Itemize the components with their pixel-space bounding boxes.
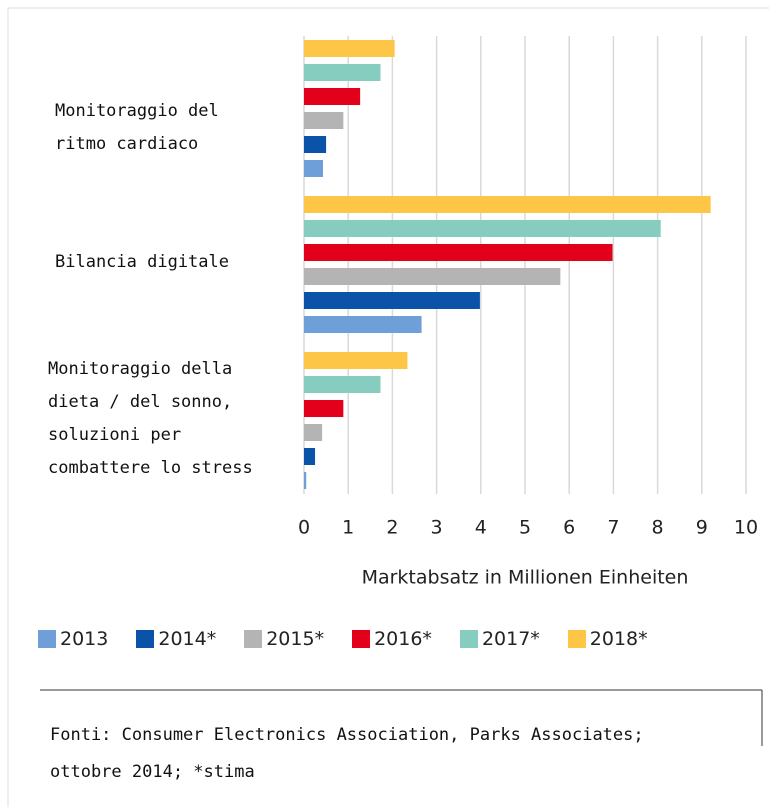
legend-item: 2015* [244,628,324,650]
legend-label: 2015* [266,628,325,650]
legend-swatch [352,630,371,648]
bar [304,88,361,105]
bar [304,376,381,393]
bar [304,316,422,333]
bar [304,424,323,441]
bar [304,64,381,81]
bar [304,136,327,153]
category-label: Monitoraggio del ritmo cardiaco [55,101,219,154]
legend-label: 2017* [481,628,540,650]
legend-swatch [567,630,586,648]
legend-swatch [459,630,478,648]
x-tick-label: 2 [386,517,398,539]
legend-label: 2018* [589,628,648,650]
bar [304,472,307,489]
legend: 2013 2014* 2015* 2016* 2017* 2018* [38,628,648,650]
legend-label: 2013 [60,628,109,650]
legend-label: 2014* [158,628,217,650]
bar [304,292,480,309]
grid [303,36,747,494]
bar [304,220,661,237]
category-label: Bilancia digitale [55,252,229,272]
bar [304,400,344,417]
bar [304,352,408,369]
bar [304,40,395,57]
legend-item: 2013 [38,628,108,650]
bar [304,268,561,285]
category-label: Monitoraggio della dieta / del sonno, so… [48,359,253,478]
bar [304,196,711,213]
x-tick-label: 3 [431,517,443,539]
legend-item: 2016* [352,628,432,650]
source-note: Fonti: Consumer Electronics Association,… [50,725,644,782]
x-tick-label: 5 [519,517,531,539]
bar [304,244,613,261]
legend-item: 2014* [136,628,216,650]
legend-swatch [244,630,263,648]
x-tick-label: 4 [475,517,487,539]
bar [304,448,316,465]
legend-label: 2016* [374,628,432,650]
x-tick-label: 7 [607,517,619,539]
legend-item: 2017* [459,628,540,650]
x-tick-label: 8 [652,517,664,539]
legend-swatch [136,630,155,648]
x-tick-label: 9 [696,517,708,539]
legend-swatch [38,630,56,648]
bar [304,112,344,129]
x-tick-label: 10 [734,517,758,539]
x-tick-label: 0 [298,517,310,539]
x-tick-label: 1 [342,517,354,539]
bar [304,160,324,177]
legend-item: 2018* [567,628,648,650]
x-axis-label: Marktabsatz in Millionen Einheiten [362,567,689,589]
x-tick-label: 6 [563,517,575,539]
